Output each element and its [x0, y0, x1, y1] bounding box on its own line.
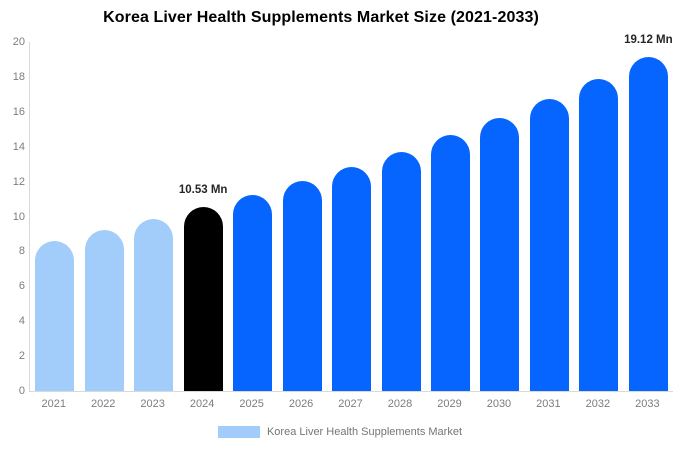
bar-slot-2022: [79, 42, 128, 391]
y-tick-label: 20: [12, 36, 25, 48]
y-tick-label: 0: [18, 385, 25, 397]
bar-2029: [430, 135, 470, 391]
x-tick-label-2028: 2028: [387, 398, 413, 410]
x-tick-label-2024: 2024: [189, 398, 215, 410]
bar-2021: [35, 240, 75, 391]
x-axis-labels: 2021 2022 2023 2024 2025 2026 2027 2028 2029 2030…: [29, 398, 672, 410]
x-tick-label-2031: 2031: [536, 398, 561, 410]
bar-slot-2032: [574, 42, 623, 391]
bar-slot-2033: 19.12 Mn: [624, 34, 673, 391]
y-tick-label: 16: [12, 105, 25, 118]
bar-slot-2026: [277, 42, 326, 391]
bar-slot-2025: [228, 42, 277, 391]
y-tick-label: 10: [12, 210, 25, 223]
bar-2031: [529, 98, 569, 391]
bar-2028: [381, 151, 421, 391]
plot-area: 10.53 Mn 19.12 Mn: [29, 34, 673, 392]
x-tick-label-2030: 2030: [486, 398, 512, 410]
bar-slot-2024: 10.53 Mn: [178, 42, 227, 391]
bar-2025: [233, 194, 273, 391]
x-tick-label-2029: 2029: [437, 398, 462, 410]
y-tick-label: 2: [18, 350, 25, 363]
x-tick-label-2023: 2023: [140, 398, 165, 410]
y-tick-label: 4: [18, 315, 25, 328]
bar-slot-2031: [525, 42, 574, 391]
bar-2032: [579, 78, 619, 391]
x-tick-label-2021: 2021: [41, 398, 66, 410]
y-tick-label: 18: [12, 70, 25, 83]
x-tick-label-2033: 2033: [635, 398, 660, 410]
x-tick-label-2032: 2032: [585, 398, 611, 410]
y-tick-label: 8: [18, 245, 25, 258]
bar-2027: [332, 166, 372, 391]
y-tick-label: 12: [12, 175, 25, 188]
legend: Korea Liver Health Supplements Market: [0, 426, 680, 438]
bar-slot-2030: [475, 42, 524, 391]
bar-slot-2023: [129, 42, 178, 391]
x-tick-label-2027: 2027: [338, 398, 363, 410]
bar-slot-2027: [327, 42, 376, 391]
x-tick-label-2026: 2026: [288, 398, 314, 410]
y-axis-labels: 0 2 4 6 8 10 12 14 16 18 20: [0, 0, 25, 450]
x-tick-label-2025: 2025: [239, 398, 264, 410]
y-tick-label: 14: [12, 140, 25, 153]
chart-title: Korea Liver Health Supplements Market Si…: [103, 9, 539, 26]
bar-2026: [282, 181, 322, 391]
bar-slot-2028: [376, 42, 425, 391]
bar-2022: [84, 230, 124, 391]
bar-slot-2029: [426, 42, 475, 391]
legend-swatch-icon: [217, 426, 260, 438]
bar-2033: [628, 57, 668, 391]
data-label-2024: 10.53 Mn: [178, 184, 228, 197]
y-tick-label: 6: [18, 280, 25, 293]
bar-slot-2021: [30, 42, 79, 391]
x-tick-label-2022: 2022: [90, 398, 116, 410]
bar-2023: [134, 219, 174, 391]
legend-label: Korea Liver Health Supplements Market: [266, 426, 463, 438]
bars-row: 10.53 Mn 19.12 Mn: [30, 34, 673, 391]
bar-2030: [480, 117, 520, 391]
bar-2024: [183, 207, 223, 391]
data-label-2033: 19.12 Mn: [624, 34, 673, 47]
